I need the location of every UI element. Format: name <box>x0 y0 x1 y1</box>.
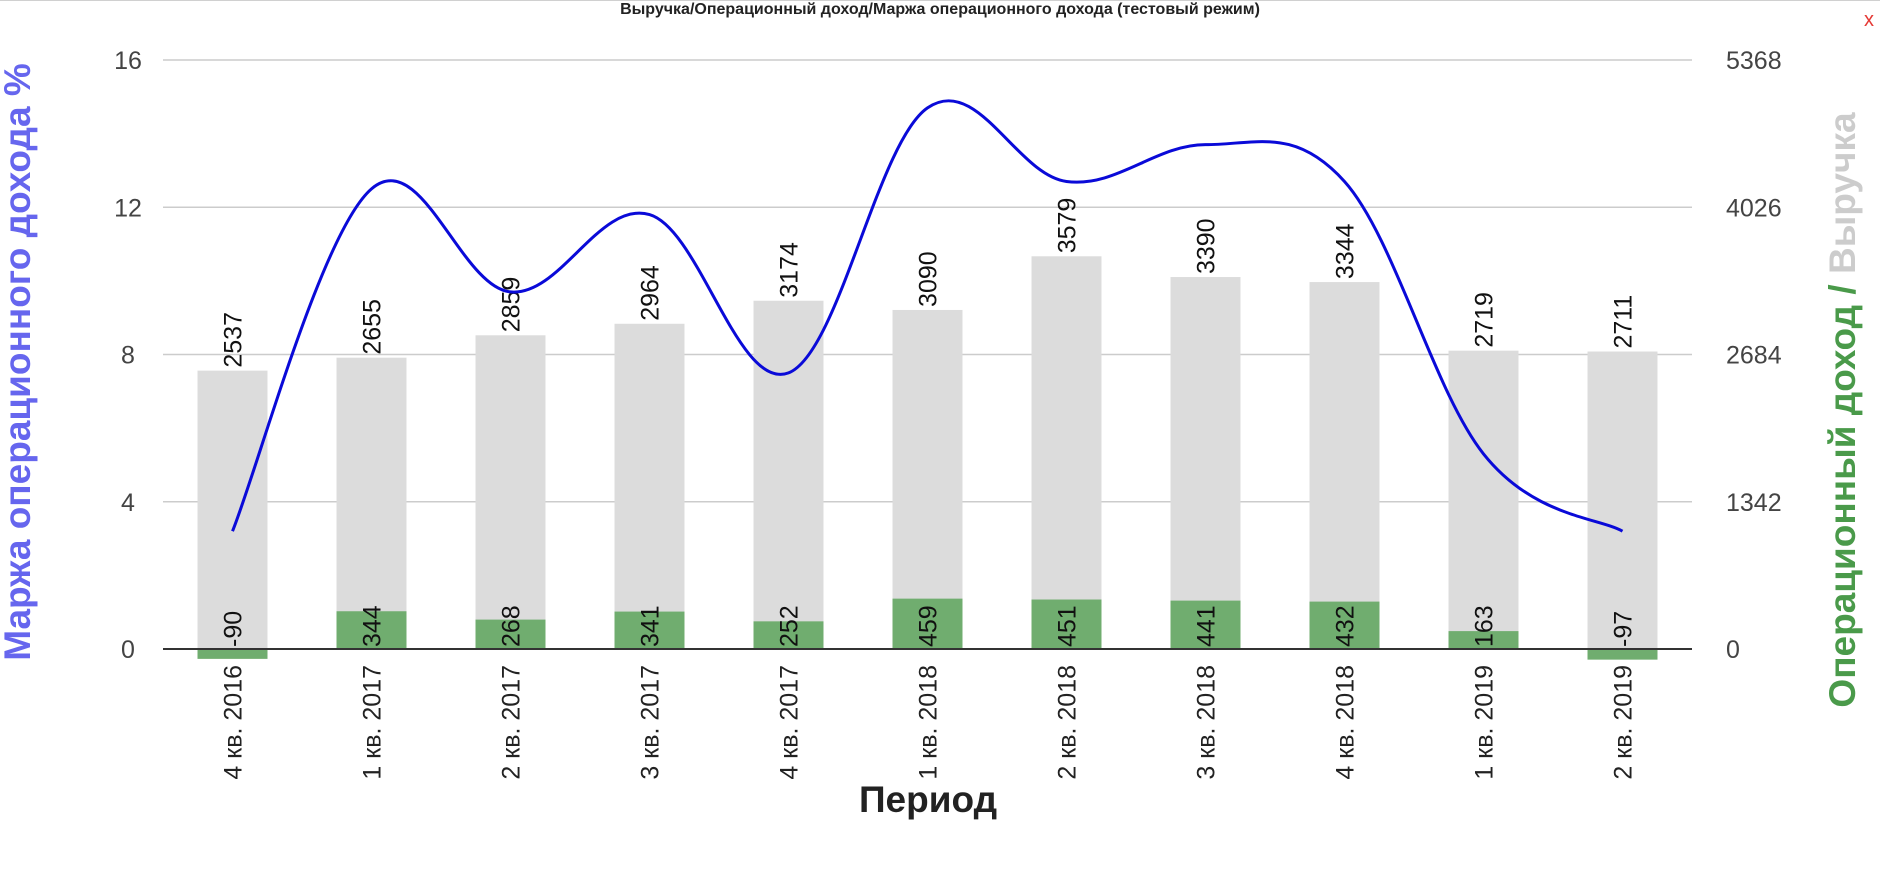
revenue-data-label: 2711 <box>1610 295 1638 349</box>
operating-income-data-label: 268 <box>498 605 526 647</box>
operating-income-data-label: 441 <box>1193 605 1221 647</box>
left-axis-tick-label: 12 <box>114 194 142 222</box>
x-axis-tick-label: 2 кв. 2019 <box>1610 665 1638 780</box>
operating-income-data-label: 341 <box>637 605 665 647</box>
chart-title: Выручка/Операционный доход/Маржа операци… <box>620 1 1260 18</box>
margin-line <box>231 99 1624 533</box>
revenue-data-label: 2964 <box>637 265 665 321</box>
x-axis-tick-label: 2 кв. 2018 <box>1054 665 1082 780</box>
right-axis-title-part: Операционный доход <box>1822 305 1863 708</box>
right-axis-tick-label: 2684 <box>1726 342 1782 370</box>
left-axis-tick-label: 0 <box>121 636 135 664</box>
operating-income-bar <box>892 598 963 649</box>
revenue-data-label: 2719 <box>1471 292 1499 348</box>
x-axis-tick-label: 1 кв. 2018 <box>915 665 943 780</box>
revenue-bar <box>1170 277 1241 649</box>
right-axis-tick-label: 4026 <box>1726 194 1782 222</box>
operating-income-bar <box>197 649 268 659</box>
revenue-data-label: 2859 <box>498 277 526 333</box>
x-axis-tick-label: 2 кв. 2017 <box>498 665 526 780</box>
right-axis-tick-label: 5368 <box>1726 47 1782 75</box>
operating-income-data-label: 163 <box>1471 605 1499 647</box>
x-axis-tick-label: 1 кв. 2019 <box>1471 665 1499 780</box>
revenue-data-label: 3390 <box>1193 218 1221 274</box>
x-axis-tick-label: 3 кв. 2018 <box>1193 665 1221 780</box>
x-axis-tick-label: 4 кв. 2018 <box>1332 665 1360 780</box>
revenue-bar <box>197 370 268 649</box>
right-axis-tick-label: 1342 <box>1726 489 1782 517</box>
left-axis-tick-label: 16 <box>114 47 142 75</box>
revenue-data-label: 3344 <box>1332 223 1360 279</box>
x-axis-tick-label: 4 кв. 2017 <box>776 665 804 780</box>
revenue-data-label: 3090 <box>915 251 943 307</box>
right-axis-title-part: / <box>1822 274 1863 305</box>
x-axis-tick-label: 3 кв. 2017 <box>637 665 665 780</box>
revenue-bar <box>753 300 824 649</box>
right-axis-title: Операционный доход / Выручка <box>1822 112 1863 708</box>
operating-income-bar <box>475 619 546 649</box>
operating-income-bar <box>1309 601 1380 649</box>
left-axis-title: Маржа операционного дохода % <box>0 63 38 661</box>
revenue-bar <box>336 357 407 649</box>
operating-income-data-label: 344 <box>359 605 387 647</box>
close-icon[interactable]: x <box>1864 9 1874 31</box>
operating-income-bar <box>753 621 824 649</box>
operating-income-data-label: -90 <box>220 611 248 647</box>
operating-income-data-label: 451 <box>1054 605 1082 647</box>
revenue-bar <box>1448 350 1519 649</box>
operating-income-bar <box>1448 631 1519 649</box>
x-axis-tick-label: 4 кв. 2016 <box>220 665 248 780</box>
right-axis-tick-label: 0 <box>1726 636 1740 664</box>
right-axis-title-part: Выручка <box>1822 112 1863 274</box>
x-axis-title: Период <box>859 779 997 820</box>
revenue-bar <box>1031 256 1102 649</box>
revenue-data-label: 2655 <box>359 299 387 355</box>
left-axis-tick-label: 8 <box>121 342 135 370</box>
revenue-bar <box>892 309 963 649</box>
x-axis-tick-label: 1 кв. 2017 <box>359 665 387 780</box>
operating-income-data-label: 432 <box>1332 605 1360 647</box>
operating-income-bar <box>1031 599 1102 649</box>
operating-income-data-label: 252 <box>776 605 804 647</box>
revenue-bar <box>614 323 685 649</box>
operating-income-bar <box>1170 600 1241 649</box>
revenue-data-label: 3174 <box>776 242 804 298</box>
operating-income-data-label: -97 <box>1610 611 1638 647</box>
operating-income-bar <box>1587 649 1658 660</box>
revenue-bar <box>475 335 546 649</box>
revenue-data-label: 3579 <box>1054 198 1082 254</box>
revenue-bar <box>1587 351 1658 649</box>
top-border <box>0 0 1880 1</box>
revenue-data-label: 2537 <box>220 312 248 368</box>
revenue-bar <box>1309 282 1380 649</box>
operating-income-data-label: 459 <box>915 605 943 647</box>
operating-income-bar <box>336 611 407 649</box>
operating-income-bar <box>614 611 685 649</box>
left-axis-tick-label: 4 <box>121 489 135 517</box>
